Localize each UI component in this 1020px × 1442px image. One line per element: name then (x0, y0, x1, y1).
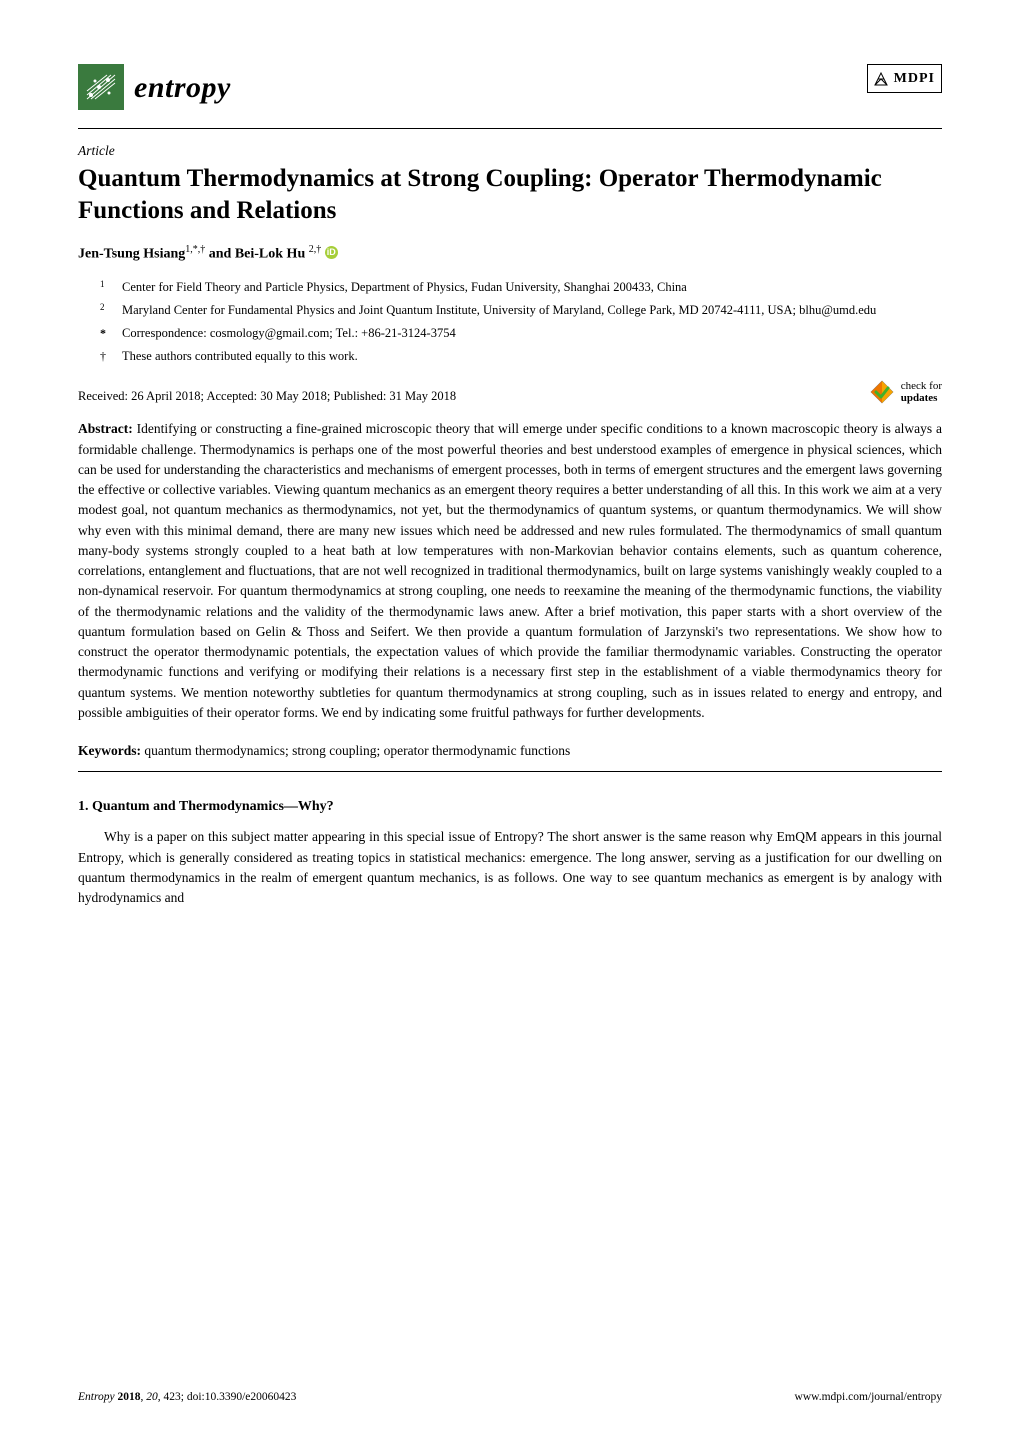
publication-dates: Received: 26 April 2018; Accepted: 30 Ma… (78, 387, 456, 406)
section-1-para-1: Why is a paper on this subject matter ap… (78, 827, 942, 908)
abstract-text: Identifying or constructing a fine-grain… (78, 421, 942, 720)
orcid-icon[interactable]: iD (325, 246, 338, 259)
author-list: Jen-Tsung Hsiang1,*,† and Bei-Lok Hu 2,†… (78, 242, 942, 265)
publisher-name: MDPI (894, 68, 935, 89)
equal-marker: † (100, 347, 106, 365)
top-rule (78, 128, 942, 129)
check-updates-line1: check for (901, 380, 942, 392)
affiliation-1-marker: 1 (100, 278, 105, 292)
affiliation-2-text: Maryland Center for Fundamental Physics … (122, 303, 876, 317)
footer-page: 423 (164, 1391, 181, 1403)
author-2-sup: 2,† (309, 244, 322, 255)
author-2: Bei-Lok Hu (235, 246, 305, 261)
check-updates-badge[interactable]: check for updates (869, 379, 942, 405)
keywords: Keywords: quantum thermodynamics; strong… (78, 741, 942, 761)
publisher-logo: MDPI (867, 64, 942, 93)
author-1: Jen-Tsung Hsiang (78, 246, 185, 261)
keywords-label: Keywords: (78, 743, 141, 758)
article-type: Article (78, 141, 942, 161)
affiliation-1-text: Center for Field Theory and Particle Phy… (122, 280, 687, 294)
journal-logo-icon (78, 64, 124, 110)
footer-citation: Entropy 2018, 20, 423; doi:10.3390/e2006… (78, 1389, 296, 1406)
footer-volume: 20 (146, 1391, 158, 1403)
correspondence-marker: * (100, 324, 106, 342)
footer-url[interactable]: www.mdpi.com/journal/entropy (795, 1389, 942, 1406)
footer-doi: doi:10.3390/e20060423 (187, 1391, 297, 1403)
journal-name: entropy (134, 65, 231, 110)
equal-contribution: † These authors contributed equally to t… (100, 347, 942, 366)
article-title: Quantum Thermodynamics at Strong Couplin… (78, 163, 942, 226)
affiliation-2-marker: 2 (100, 301, 105, 315)
page-footer: Entropy 2018, 20, 423; doi:10.3390/e2006… (78, 1389, 942, 1406)
section-1-heading: 1. Quantum and Thermodynamics—Why? (78, 796, 942, 817)
affiliation-2: 2 Maryland Center for Fundamental Physic… (100, 301, 942, 320)
affiliations: 1 Center for Field Theory and Particle P… (100, 278, 942, 365)
publisher-logo-icon (872, 70, 890, 88)
journal-logo: entropy (78, 64, 231, 110)
check-updates-text: check for updates (901, 380, 942, 404)
keywords-rule (78, 771, 942, 772)
correspondence: * Correspondence: cosmology@gmail.com; T… (100, 324, 942, 343)
keywords-text: quantum thermodynamics; strong coupling;… (144, 743, 570, 758)
abstract-label: Abstract: (78, 421, 133, 436)
footer-journal: Entropy (78, 1391, 115, 1403)
header-row: entropy MDPI (78, 64, 942, 110)
abstract: Abstract: Identifying or constructing a … (78, 419, 942, 723)
check-updates-line2: updates (901, 392, 938, 404)
affiliation-1: 1 Center for Field Theory and Particle P… (100, 278, 942, 297)
author-sep: and (205, 246, 235, 261)
dates-row: Received: 26 April 2018; Accepted: 30 Ma… (78, 379, 942, 405)
author-1-sup: 1,*,† (185, 244, 205, 255)
equal-text: These authors contributed equally to thi… (122, 349, 358, 363)
page: entropy MDPI Article Quantum Thermodynam… (0, 0, 1020, 1442)
check-updates-icon (869, 379, 895, 405)
footer-year: 2018 (118, 1391, 141, 1403)
correspondence-text: Correspondence: cosmology@gmail.com; Tel… (122, 326, 456, 340)
